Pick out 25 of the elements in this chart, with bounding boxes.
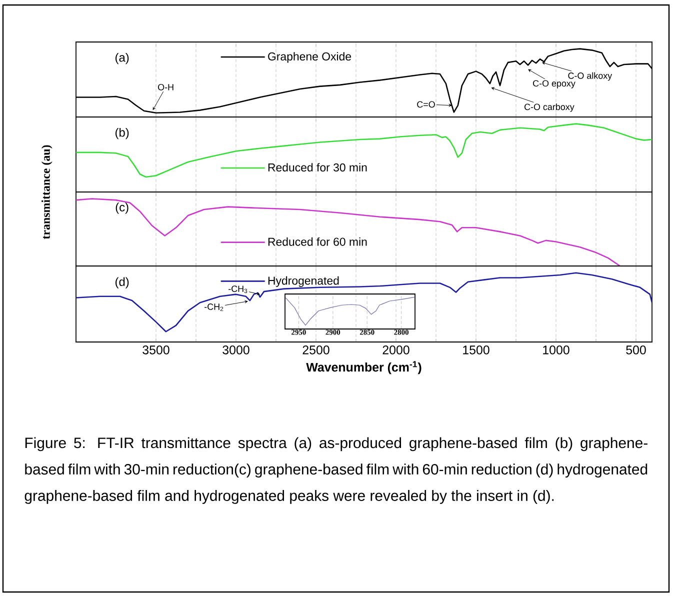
annotation: -CH$_{2}$ — [204, 304, 224, 311]
chart-title: (d) — [116, 277, 129, 288]
chart-title: (c) — [116, 202, 128, 214]
annotation: C-O epoxy — [533, 80, 576, 88]
annotation: C-O alkoxy — [568, 72, 612, 81]
x-tick-label: 2500 — [302, 346, 330, 354]
x-tick-label: 3500 — [142, 346, 170, 354]
x-tick-label: 3000 — [222, 346, 250, 354]
legend-label: Reduced for 30 min — [268, 163, 367, 172]
y-axis-title: transmittance (au) — [41, 145, 52, 240]
annotation: O-H — [158, 84, 174, 90]
x-tick-label: 1000 — [543, 346, 570, 354]
annotation: C-O carboxy — [524, 103, 574, 112]
annotation: C=O — [417, 101, 435, 108]
x-tick-label: 2000 — [382, 346, 410, 354]
x-tick-label: 500 — [626, 346, 646, 354]
x-tick-label: 1500 — [463, 346, 490, 354]
chart-title: (b) — [116, 128, 129, 140]
x-axis-title: Wavenumber (cm$^{-1}$) — [306, 361, 422, 374]
legend-label: Graphene Oxide — [268, 52, 352, 63]
legend-label: Reduced for 60 min — [268, 237, 367, 246]
annotation: -CH$_{3}$ — [228, 286, 248, 294]
caption: Figure 5: FT-IR transmittance spectra (a) as-produced graphene-based film (b) graphene-based film with 30-min reduction(c) graphene-based film with 60-min reduction (d) hydrogenated graphene-based film and hydrogenated peaks were revealed by the insert in (d). — [24, 437, 648, 504]
chart-title: (a) — [116, 52, 129, 64]
legend-label: Hydrogenated — [268, 276, 339, 287]
